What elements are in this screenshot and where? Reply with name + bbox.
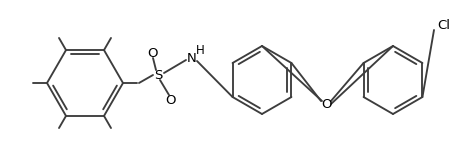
Text: O: O	[321, 97, 331, 111]
Text: N: N	[187, 51, 197, 65]
Text: S: S	[154, 69, 162, 82]
Text: Cl: Cl	[438, 18, 450, 32]
Text: O: O	[165, 93, 175, 107]
Text: H: H	[196, 43, 204, 56]
Text: O: O	[147, 46, 157, 59]
